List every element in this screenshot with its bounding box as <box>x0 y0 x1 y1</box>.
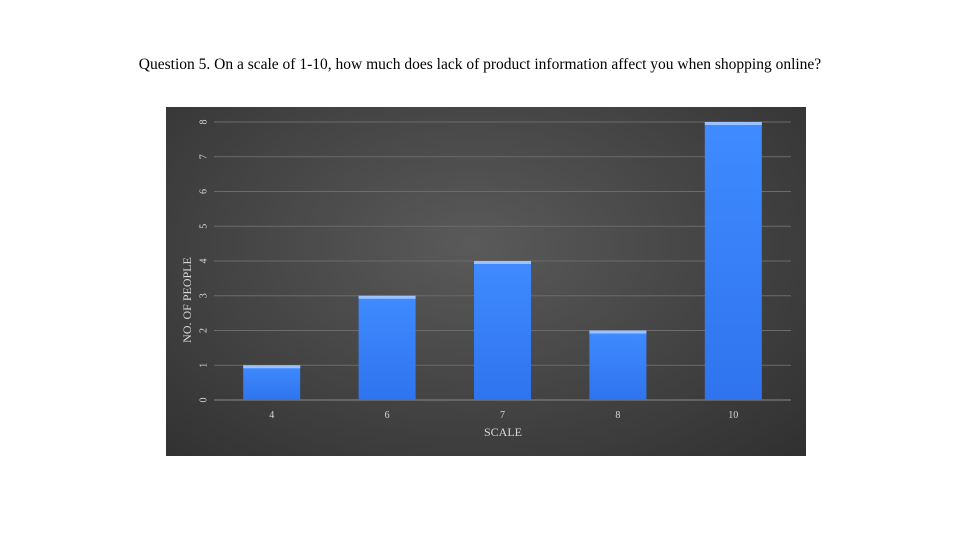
y-tick-label: 5 <box>199 224 210 229</box>
y-tick-label: 6 <box>199 189 210 194</box>
bar <box>243 365 301 400</box>
bar-chart-svg: 0 1 2 3 4 5 6 7 8 4 6 7 8 10 SCALE NO. OF PEOPLE <box>180 120 791 439</box>
y-tick-label: 0 <box>199 398 210 403</box>
x-tick-label: 4 <box>269 410 274 421</box>
y-tick-label: 3 <box>199 293 210 298</box>
y-tick-label: 1 <box>199 363 210 368</box>
y-tick-label: 7 <box>199 154 210 159</box>
y-axis-title: NO. OF PEOPLE <box>180 257 194 343</box>
bar <box>589 330 647 400</box>
bar-top-highlight <box>358 295 416 299</box>
y-tick-label: 2 <box>199 328 210 333</box>
y-tick-label: 8 <box>199 120 210 125</box>
x-tick-label: 8 <box>615 410 620 421</box>
x-tick-label: 6 <box>385 410 390 421</box>
bar-top-highlight <box>243 365 301 369</box>
bar <box>474 261 531 400</box>
x-tick-label: 10 <box>728 410 738 421</box>
bar-top-highlight <box>589 330 647 334</box>
tick-labels: 0 1 2 3 4 5 6 7 8 4 6 7 8 10 <box>199 120 739 422</box>
bar-top-highlight <box>474 261 531 264</box>
x-axis-title: SCALE <box>484 425 522 439</box>
bar-top-highlight <box>704 122 762 125</box>
x-tick-label: 7 <box>500 410 505 421</box>
bars <box>243 122 762 400</box>
bar <box>704 122 762 400</box>
bar <box>358 295 416 400</box>
slide-title: Question 5. On a scale of 1-10, how much… <box>138 56 822 73</box>
bar-chart: 0 1 2 3 4 5 6 7 8 4 6 7 8 10 SCALE NO. OF PEOPLE <box>166 107 806 456</box>
y-tick-label: 4 <box>199 259 210 264</box>
